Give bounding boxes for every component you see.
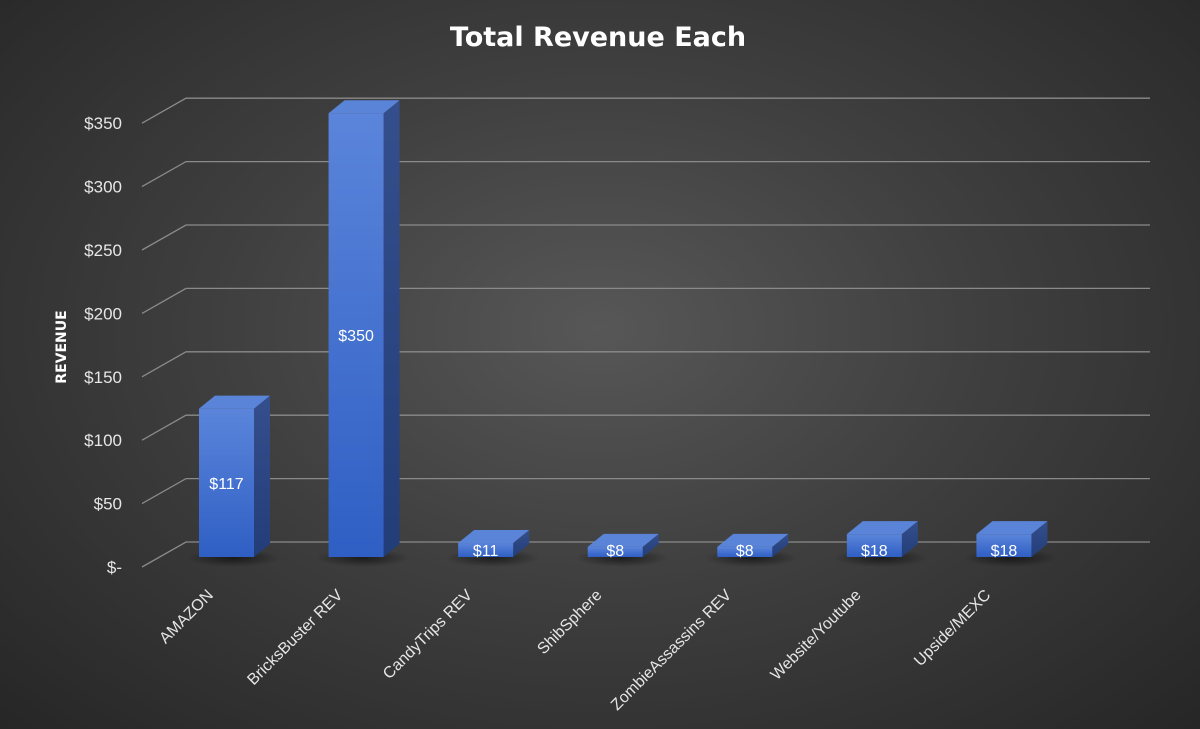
x-category-label: AMAZON [156, 587, 216, 647]
y-tick-label: $150 [84, 368, 122, 387]
bar-front [328, 113, 384, 557]
bar-front [976, 534, 1032, 557]
bar-top [458, 530, 530, 544]
x-category-label: CandyTrips REV [380, 587, 476, 683]
data-label: $8 [606, 543, 624, 560]
x-category-label: Upside/MEXC [911, 587, 994, 670]
bar-top [587, 533, 659, 547]
bar-front [587, 546, 643, 557]
bar-side [254, 395, 270, 557]
bar-side [513, 530, 530, 557]
data-label: $8 [736, 543, 754, 560]
gridline [141, 160, 1150, 188]
bar-top [328, 100, 400, 114]
bar-top [846, 521, 918, 535]
y-axis-label: REVENUE [54, 310, 70, 383]
x-axis-categories: AMAZON BricksBuster REV CandyTrips REV Shib… [156, 587, 994, 714]
bar: $117 [186, 395, 280, 567]
y-tick-label: $- [107, 558, 122, 577]
bar-top [199, 395, 270, 409]
bar-top [976, 521, 1048, 535]
gridline [141, 414, 1150, 441]
bar-front [846, 534, 902, 557]
bar: $18 [963, 521, 1058, 567]
bar: $18 [834, 521, 928, 567]
gridlines [141, 97, 1150, 568]
gridline [141, 351, 1150, 378]
y-tick-label: $250 [84, 241, 122, 260]
gridline [141, 97, 1150, 124]
bar-side [772, 533, 789, 557]
bar-top [717, 533, 789, 547]
data-label: $11 [473, 543, 499, 560]
x-category-label: BricksBuster REV [244, 587, 346, 689]
y-tick-label: $100 [84, 431, 122, 450]
bar: $8 [704, 533, 799, 567]
bar-front [717, 546, 773, 557]
chart-title: Total Revenue Each [450, 22, 746, 53]
gridline [141, 477, 1150, 505]
bar: $11 [445, 530, 539, 567]
bar-side [383, 100, 400, 557]
x-category-label: ShibSphere [534, 587, 605, 658]
data-label: $117 [209, 476, 244, 493]
x-category-label: Website/Youtube [768, 587, 865, 684]
bar: $8 [575, 533, 669, 567]
y-tick-label: $350 [84, 114, 122, 133]
x-category-label: ZombieAssassins REV [608, 587, 735, 714]
bar-front [199, 408, 254, 557]
y-tick-label: $50 [94, 495, 122, 514]
gridline [141, 541, 1150, 568]
bar-side [1031, 521, 1048, 557]
data-label: $18 [861, 543, 888, 560]
bar-front [458, 543, 514, 557]
bar-side [642, 533, 659, 557]
y-axis-ticks: $- $50 $100 $150 $200 $250 $300 $350 [84, 114, 122, 577]
bar-side [901, 521, 918, 557]
y-tick-label: $300 [84, 178, 122, 197]
y-tick-label: $200 [84, 304, 122, 323]
bars: $117 $350 $11 $8 $8 $18 $18 [186, 100, 1058, 567]
data-label: $350 [338, 328, 374, 345]
gridline [141, 224, 1150, 251]
gridline [141, 287, 1150, 314]
bar: $350 [315, 100, 410, 567]
data-label: $18 [991, 543, 1018, 560]
